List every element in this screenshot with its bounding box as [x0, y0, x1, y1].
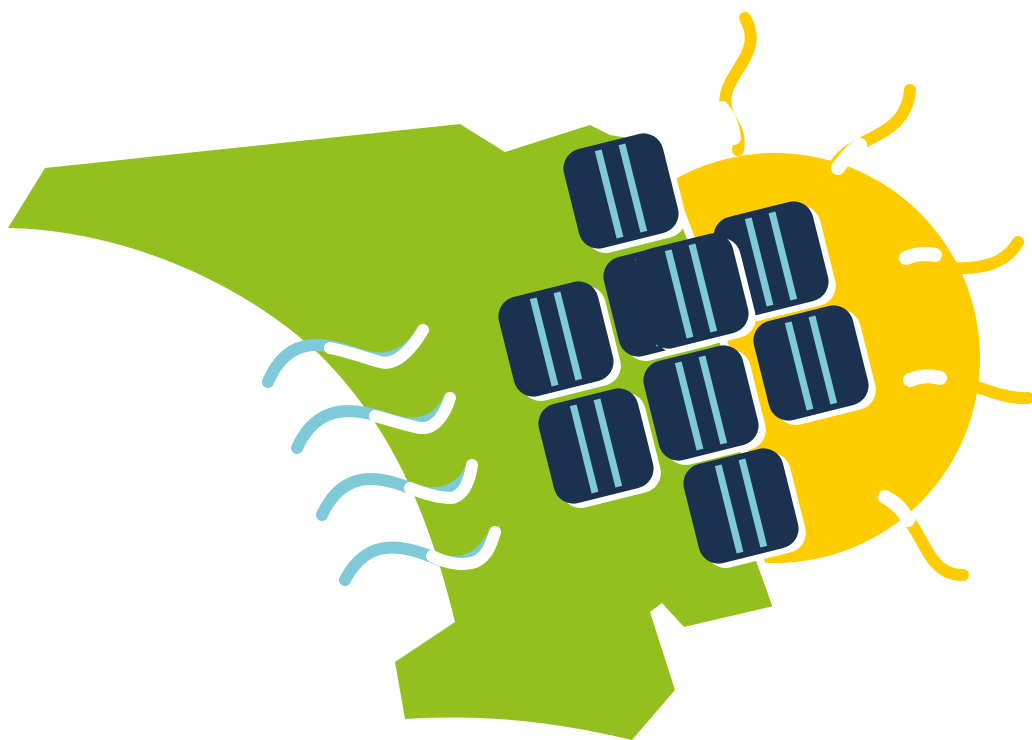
- solar-panel: [538, 388, 661, 508]
- ray-gaps: [715, 101, 947, 527]
- sun-ray: [886, 236, 1024, 291]
- solar-panel: [753, 305, 876, 425]
- wave-highlights: [324, 324, 501, 570]
- solar-panel: [683, 448, 806, 568]
- solar-panel: [498, 281, 621, 401]
- solar-panels: [498, 133, 876, 568]
- sun-ray: [822, 84, 916, 196]
- solar-panel: [563, 133, 686, 253]
- solar-panel: [643, 345, 766, 465]
- land-shape: [8, 124, 778, 740]
- solar-panel: [633, 233, 756, 353]
